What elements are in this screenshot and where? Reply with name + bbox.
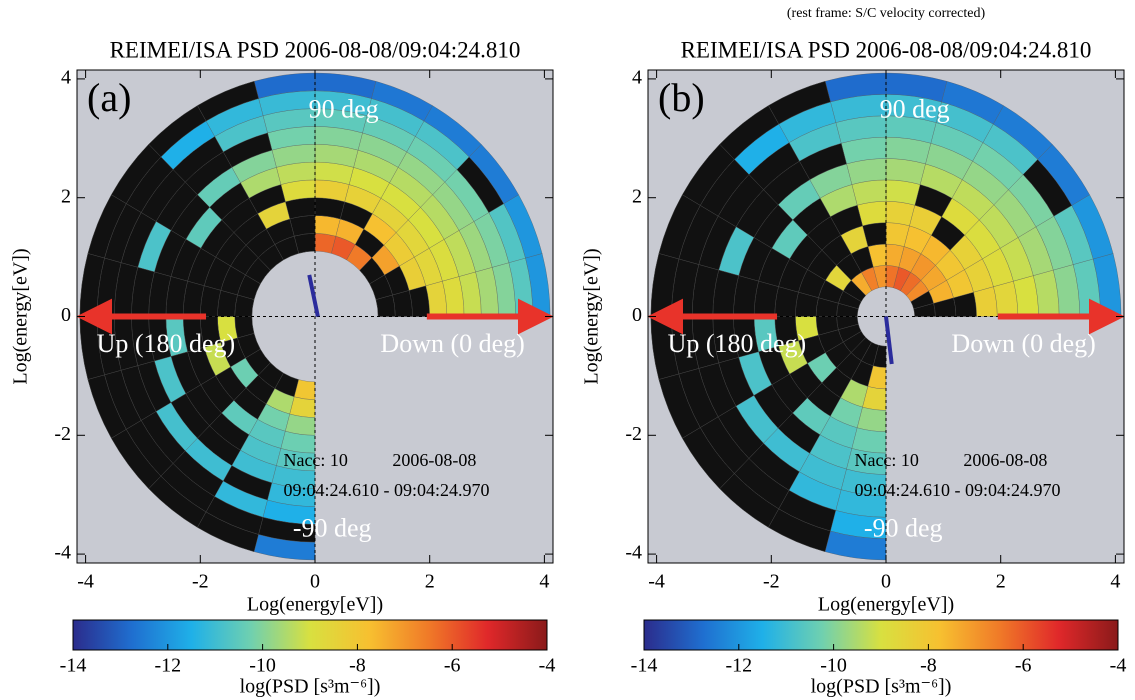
colorbar-tick-label: -10 xyxy=(249,655,276,677)
colorbar-tick-label: -4 xyxy=(1110,655,1127,677)
annotation: 09:04:24.610 - 09:04:24.970 xyxy=(283,480,489,500)
x-tick-label: 4 xyxy=(1110,571,1120,593)
colorbar-tick-label: -8 xyxy=(920,655,937,677)
x-tick-label: -4 xyxy=(77,571,94,593)
colorbar-tick-label: -10 xyxy=(820,655,847,677)
annotation: -90 deg xyxy=(864,513,943,542)
y-tick-label: -2 xyxy=(54,423,71,445)
y-axis-label: Log(energy[eV]) xyxy=(581,248,603,384)
colorbar-tick-label: -4 xyxy=(539,655,556,677)
colorbar-tick-label: -6 xyxy=(1015,655,1032,677)
y-tick-label: 2 xyxy=(61,185,71,207)
x-tick-label: -2 xyxy=(763,571,780,593)
annotation: -90 deg xyxy=(293,513,372,542)
annotation: 2006-08-08 xyxy=(963,450,1047,470)
colorbar-tick-label: -8 xyxy=(349,655,366,677)
y-tick-label: 0 xyxy=(632,304,642,326)
annotation: 90 deg xyxy=(880,95,950,124)
psd-cell xyxy=(857,406,887,432)
y-tick-label: -2 xyxy=(625,423,642,445)
psd-cell xyxy=(885,179,921,206)
x-tick-label: 0 xyxy=(881,571,891,593)
empty-cell xyxy=(314,197,345,220)
y-tick-label: 0 xyxy=(61,304,71,326)
empty-cell xyxy=(200,285,222,317)
empty-cell xyxy=(774,286,799,317)
psd-cell xyxy=(289,396,316,418)
colorbar xyxy=(72,619,548,651)
psd-cell xyxy=(851,179,887,206)
annotation: 09:04:24.610 - 09:04:24.970 xyxy=(854,480,1060,500)
colorbar-tick-label: -6 xyxy=(444,655,461,677)
annotation: Up (180 deg) xyxy=(668,329,807,358)
colorbar-label: log(PSD [s³m⁻⁶]) xyxy=(240,676,381,698)
colorbar-tick-label: -14 xyxy=(631,655,658,677)
x-tick-label: 4 xyxy=(539,571,549,593)
vector xyxy=(884,316,894,365)
x-axis-label: Log(energy[eV]) xyxy=(247,594,383,616)
empty-cell xyxy=(217,290,238,317)
annotation: Down (0 deg) xyxy=(380,329,524,358)
x-tick-label: -4 xyxy=(648,571,665,593)
y-tick-label: 4 xyxy=(61,67,71,89)
annotation: 90 deg xyxy=(309,95,379,124)
empty-cell xyxy=(285,197,316,220)
x-tick-label: 2 xyxy=(425,571,435,593)
chart-title: REIMEI/ISA PSD 2006-08-08/09:04:24.810 xyxy=(681,37,1092,62)
psd-cell xyxy=(285,413,316,436)
y-tick-label: -4 xyxy=(54,542,71,564)
psd-cell xyxy=(885,201,915,227)
empty-cell xyxy=(408,285,430,317)
x-tick-label: -2 xyxy=(192,571,209,593)
y-tick-label: 4 xyxy=(632,67,642,89)
colorbar-label: log(PSD [s³m⁻⁶]) xyxy=(811,676,952,698)
colorbar-tick-label: -14 xyxy=(60,655,87,677)
y-tick-label: 2 xyxy=(632,185,642,207)
colorbar-tick-label: -12 xyxy=(154,655,181,677)
colorbar-tick-label: -12 xyxy=(725,655,752,677)
annotation: Down (0 deg) xyxy=(951,329,1095,358)
x-tick-label: 0 xyxy=(310,571,320,593)
panel: -4 -2 0 2 4 -4 -2 0 2 4 Log(energy[eV]) Log(energy[… xyxy=(10,37,556,697)
x-tick-label: 2 xyxy=(996,571,1006,593)
x-axis-label: Log(energy[eV]) xyxy=(818,594,954,616)
annotation: Nacc: 10 xyxy=(283,450,347,470)
annotation: Up (180 deg) xyxy=(97,329,236,358)
psd-cell xyxy=(993,280,1019,317)
psd-cell xyxy=(314,215,341,237)
empty-cell xyxy=(753,280,779,317)
chart-subtitle: (rest frame: S/C velocity corrected) xyxy=(787,6,986,21)
chart-title: REIMEI/ISA PSD 2006-08-08/09:04:24.810 xyxy=(110,37,521,62)
vector xyxy=(307,274,320,317)
annotation: 2006-08-08 xyxy=(392,450,476,470)
y-tick-label: -4 xyxy=(625,542,642,564)
colorbar xyxy=(643,619,1119,651)
y-axis-label: Log(energy[eV]) xyxy=(10,248,32,384)
panel-label: (a) xyxy=(87,75,131,120)
panel-label: (b) xyxy=(658,75,705,120)
panel: -4 -2 0 2 4 -4 -2 0 2 4 Log(energy[eV]) Log(energy[… xyxy=(581,6,1127,697)
annotation: Nacc: 10 xyxy=(854,450,918,470)
